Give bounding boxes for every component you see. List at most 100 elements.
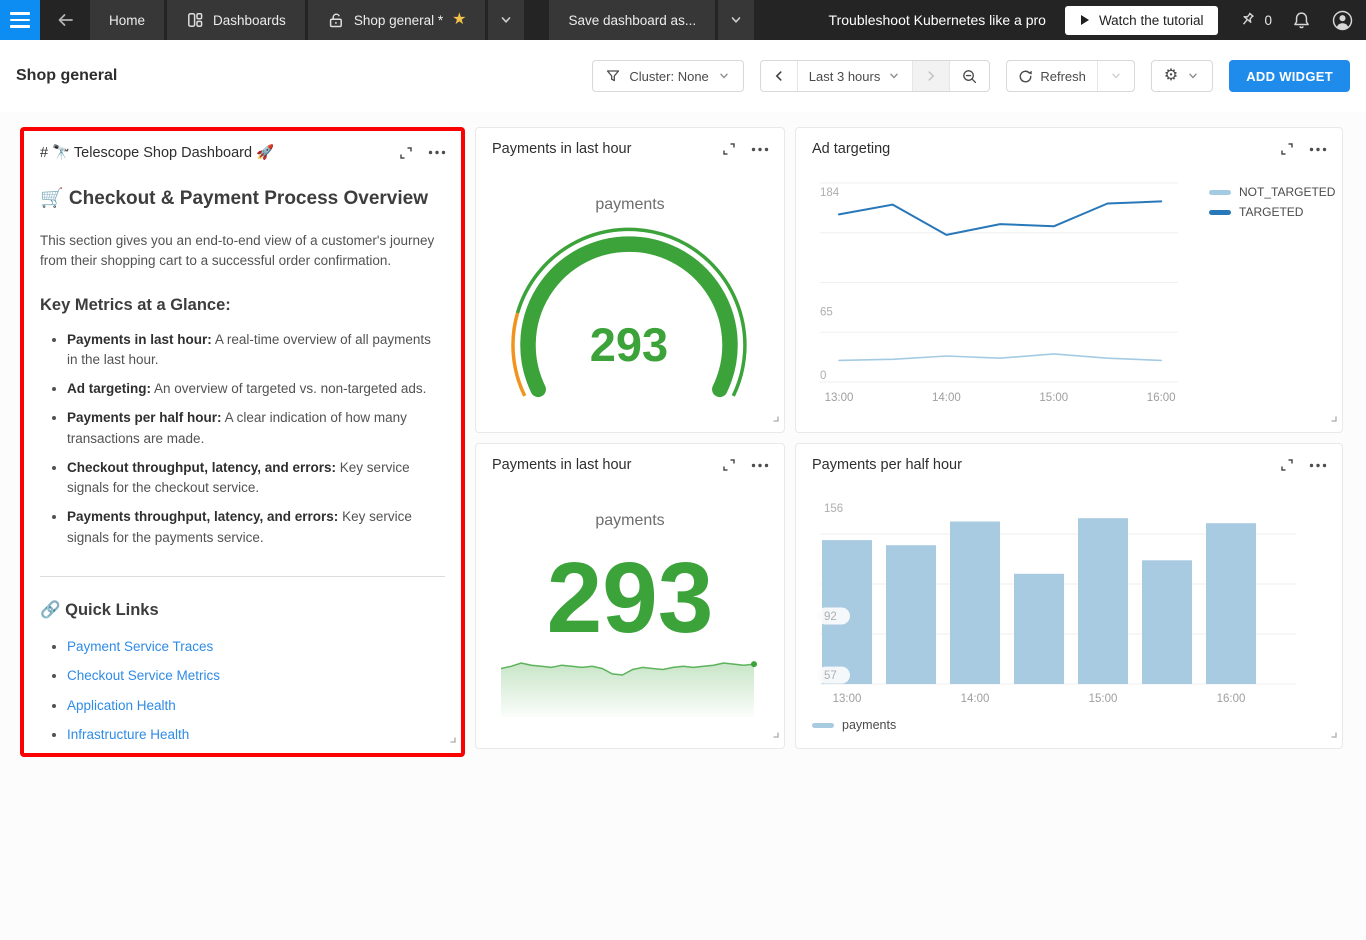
hamburger-menu-icon[interactable] [0, 0, 40, 40]
link-infrastructure-health[interactable]: Infrastructure Health [67, 727, 189, 742]
resize-handle[interactable] [771, 725, 779, 743]
list-item: Payment Service Traces [67, 637, 445, 657]
svg-text:13:00: 13:00 [825, 392, 854, 404]
tab-shop-general[interactable]: Shop general * ★ [308, 0, 486, 40]
link-checkout-service-metrics[interactable]: Checkout Service Metrics [67, 668, 220, 683]
gear-icon: ⚙ [1164, 68, 1178, 84]
ellipsis-icon [751, 463, 769, 468]
user-menu-button[interactable] [1331, 9, 1354, 32]
widget-menu-button[interactable] [751, 463, 769, 468]
resize-handle[interactable] [771, 409, 779, 427]
metric-value: 293 [476, 548, 784, 648]
widget-menu-button[interactable] [428, 150, 446, 155]
dashboard-tabs: Home Dashboards Shop general * ★ [90, 0, 527, 40]
ad-targeting-widget[interactable]: Ad targeting 18465013:0014:0015:0016:00 … [795, 127, 1343, 433]
time-range-control: Last 3 hours [760, 60, 991, 92]
legend-item[interactable]: payments [812, 718, 896, 732]
tab-options-chevron[interactable] [488, 0, 524, 40]
zoom-out-time-button[interactable] [949, 61, 989, 91]
refresh-button[interactable]: Refresh [1007, 61, 1097, 91]
widget-title: # 🔭 Telescope Shop Dashboard 🚀 [40, 144, 274, 161]
dashboards-icon [186, 11, 204, 29]
time-back-button[interactable] [761, 61, 797, 91]
pinned-items-button[interactable]: 0 [1237, 10, 1272, 30]
dashboard-settings-button[interactable]: ⚙ [1151, 60, 1213, 92]
back-button[interactable] [40, 0, 90, 40]
tab-home[interactable]: Home [90, 0, 164, 40]
list-item: Payments in last hour: A real-time overv… [67, 330, 445, 371]
refresh-icon [1018, 69, 1033, 84]
promo-text: Troubleshoot Kubernetes like a pro [829, 12, 1046, 28]
svg-text:13:00: 13:00 [833, 693, 862, 705]
legend-label: NOT_TARGETED [1239, 185, 1335, 199]
legend-label: payments [842, 718, 896, 732]
expand-icon [399, 146, 413, 160]
markdown-widget[interactable]: # 🔭 Telescope Shop Dashboard 🚀 🛒 Checkou… [20, 127, 465, 757]
top-navigation-bar: Home Dashboards Shop general * ★ [0, 0, 1366, 40]
chart-legend: NOT_TARGETED TARGETED [1209, 185, 1335, 219]
quicklinks-list: Payment Service Traces Checkout Service … [40, 637, 445, 757]
legend-item[interactable]: TARGETED [1209, 205, 1335, 219]
list-item: Payments throughput, latency, and errors… [67, 507, 445, 548]
svg-text:0: 0 [820, 370, 826, 382]
favorite-star-icon[interactable]: ★ [452, 12, 466, 28]
legend-label: TARGETED [1239, 205, 1303, 219]
svg-text:156: 156 [824, 503, 843, 515]
page-title: Shop general [16, 67, 117, 85]
svg-text:65: 65 [820, 307, 833, 319]
cluster-filter-button[interactable]: Cluster: None [592, 60, 743, 92]
add-widget-button[interactable]: ADD WIDGET [1229, 60, 1350, 92]
watch-tutorial-label: Watch the tutorial [1099, 13, 1204, 28]
legend-swatch [1209, 210, 1231, 215]
payments-number-widget[interactable]: Payments in last hour payments 293 [475, 443, 785, 749]
expand-widget-button[interactable] [722, 458, 736, 472]
resize-handle[interactable] [1329, 409, 1337, 427]
line-chart[interactable]: 18465013:0014:0015:0016:00 [796, 128, 1343, 433]
sparkline-chart[interactable] [501, 659, 758, 717]
chevron-down-icon [717, 69, 731, 83]
resize-handle[interactable] [1329, 725, 1337, 743]
cluster-filter-label: Cluster: None [629, 69, 708, 84]
time-range-dropdown[interactable]: Last 3 hours [797, 61, 913, 91]
legend-swatch [812, 723, 834, 728]
divider [40, 576, 445, 577]
save-dashboard-as-button[interactable]: Save dashboard as... [549, 0, 715, 40]
legend-swatch [1209, 190, 1231, 195]
legend-item[interactable]: NOT_TARGETED [1209, 185, 1335, 199]
resize-handle[interactable] [448, 730, 456, 748]
svg-text:14:00: 14:00 [932, 392, 961, 404]
link-payment-service-traces[interactable]: Payment Service Traces [67, 639, 213, 654]
metrics-list: Payments in last hour: A real-time overv… [40, 330, 445, 548]
list-item: Checkout Service Metrics [67, 666, 445, 686]
dashboard-toolbar: Cluster: None Last 3 hours [592, 60, 1350, 92]
list-item: Checkout throughput, latency, and errors… [67, 458, 445, 499]
arrow-left-icon [54, 9, 76, 31]
time-forward-button[interactable] [912, 61, 949, 91]
list-item: SUSE Observability Documentation [67, 755, 445, 757]
watch-tutorial-button[interactable]: Watch the tutorial [1065, 6, 1219, 35]
refresh-label: Refresh [1040, 69, 1086, 84]
chart-legend: payments [812, 718, 896, 732]
chevron-left-icon [772, 69, 786, 83]
tab-home-label: Home [109, 13, 145, 28]
payments-per-half-hour-widget[interactable]: Payments per half hour 156925713:0014:00… [795, 443, 1343, 749]
refresh-control: Refresh [1006, 60, 1135, 92]
play-icon [1080, 14, 1090, 26]
svg-text:57: 57 [824, 670, 837, 682]
list-item: Payments per half hour: A clear indicati… [67, 408, 445, 449]
widget-title: Payments in last hour [492, 457, 631, 473]
lock-open-icon [327, 11, 345, 29]
tab-dashboards[interactable]: Dashboards [167, 0, 305, 40]
avatar-icon [1331, 9, 1354, 32]
refresh-options-chevron[interactable] [1097, 61, 1134, 91]
metrics-heading: Key Metrics at a Glance: [40, 296, 445, 315]
save-options-chevron[interactable] [718, 0, 754, 40]
bar-chart[interactable]: 156925713:0014:0015:0016:00 [796, 444, 1343, 749]
payments-gauge-widget[interactable]: Payments in last hour payments 293 [475, 127, 785, 433]
time-range-label: Last 3 hours [809, 69, 881, 84]
notifications-button[interactable] [1291, 10, 1312, 31]
expand-widget-button[interactable] [399, 146, 413, 160]
gauge-chart[interactable]: 293 [476, 128, 785, 433]
link-application-health[interactable]: Application Health [67, 698, 176, 713]
ellipsis-icon [428, 150, 446, 155]
